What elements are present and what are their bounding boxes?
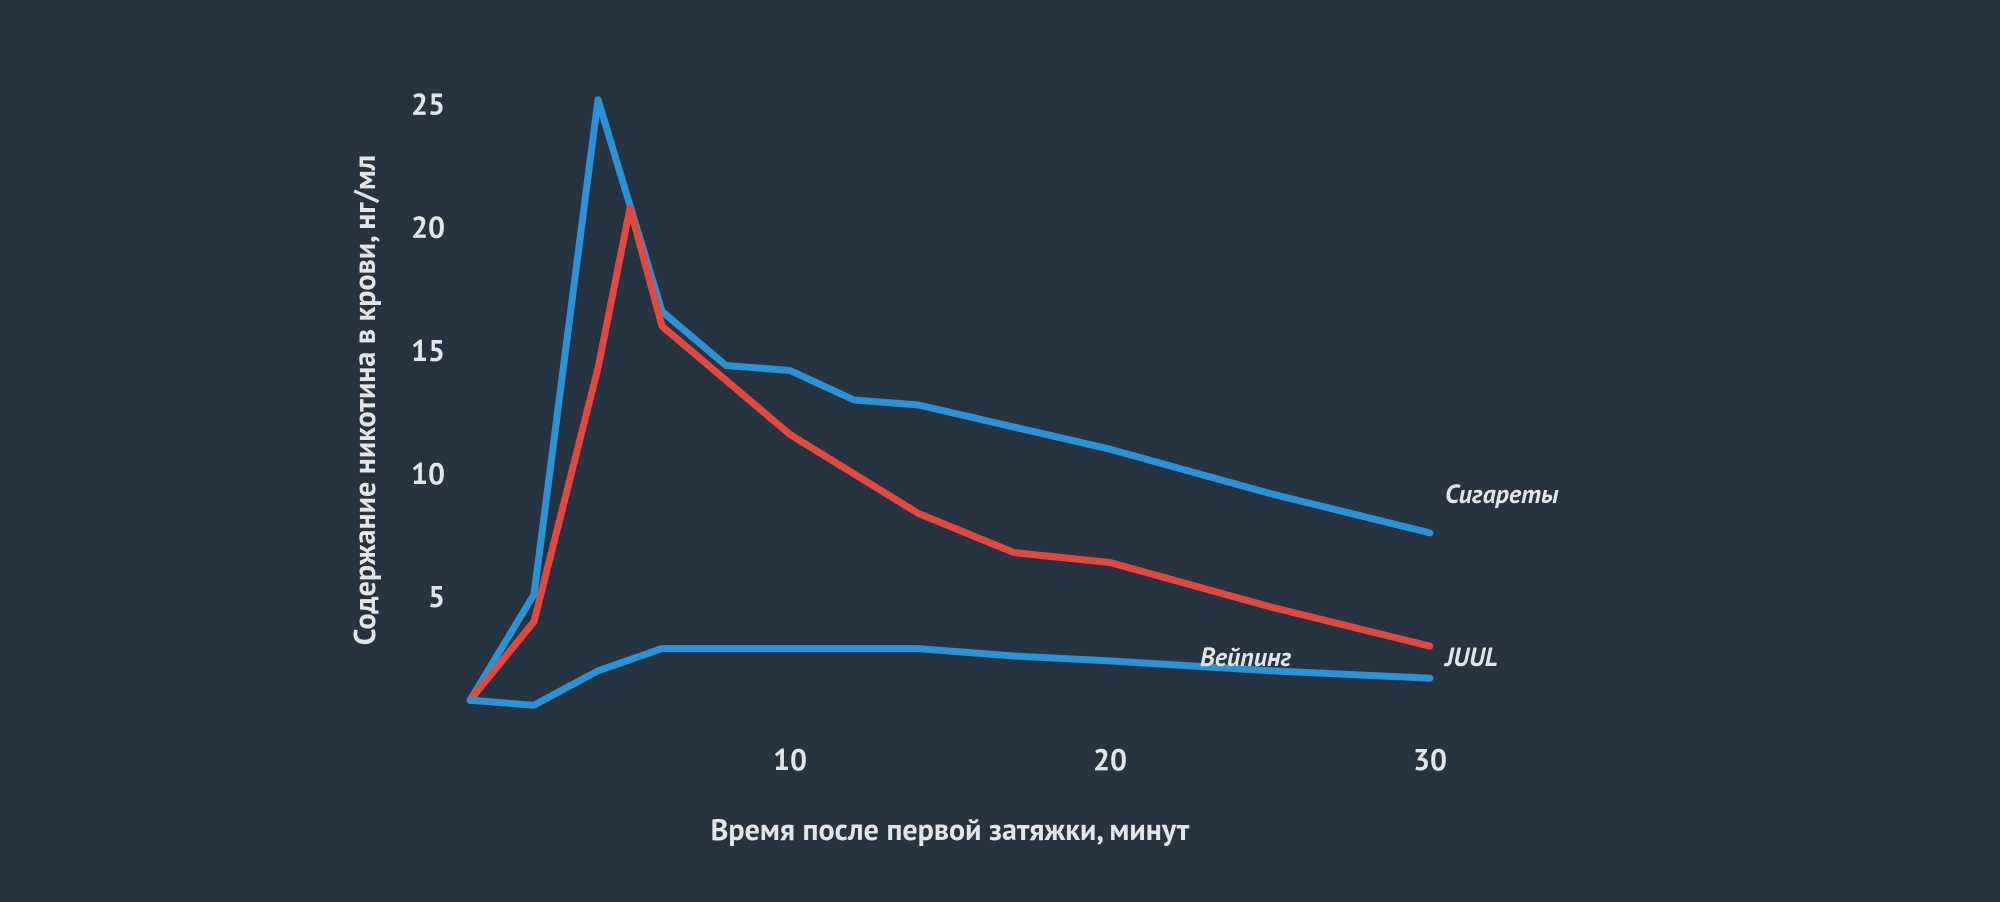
y-axis-label: Содержание никотина в крови, нг/мл: [345, 155, 384, 646]
series-label-juul: JUUL: [1443, 641, 1498, 674]
nicotine-blood-chart: Сигареты JUUL Вейпинг 5 10 15 20 25 10 20 30 Содерж…: [0, 0, 2000, 902]
x-tick-30: 30: [1413, 740, 1447, 779]
x-tick-10: 10: [773, 740, 807, 779]
y-tick-5: 5: [428, 577, 445, 616]
y-tick-15: 15: [411, 331, 445, 370]
y-tick-10: 10: [411, 454, 445, 493]
x-tick-20: 20: [1093, 740, 1127, 779]
series-label-cigarettes: Сигареты: [1445, 478, 1559, 511]
y-tick-20: 20: [411, 208, 445, 247]
chart-background: [0, 0, 2000, 902]
y-tick-25: 25: [411, 85, 445, 124]
x-axis-label: Время после первой затяжки, минут: [711, 810, 1190, 849]
series-label-vape: Вейпинг: [1200, 641, 1292, 674]
chart-svg: Сигареты JUUL Вейпинг 5 10 15 20 25 10 20 30 Содерж…: [0, 0, 2000, 902]
